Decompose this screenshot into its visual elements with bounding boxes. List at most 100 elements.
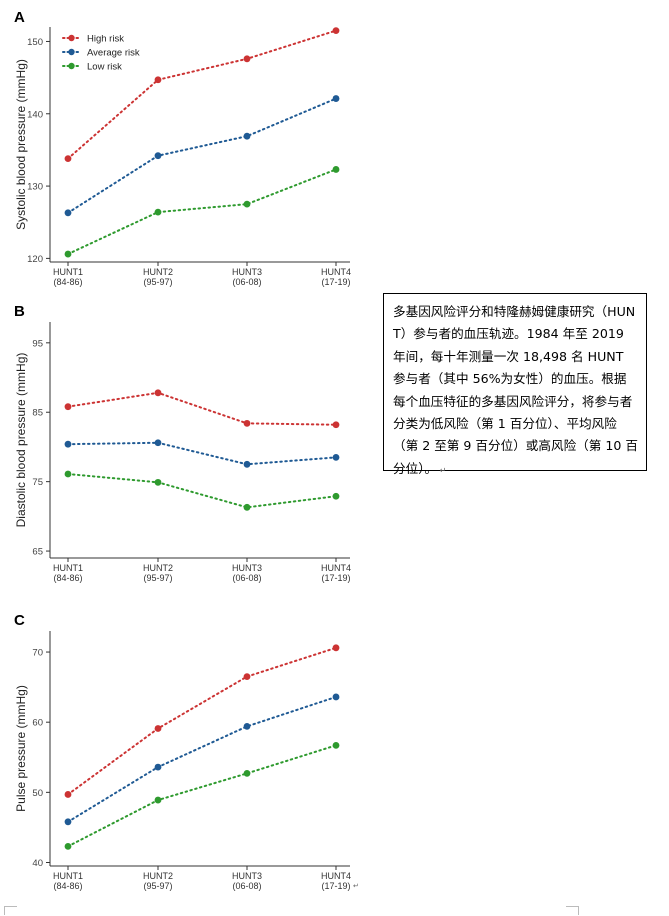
x-tick-label: (06-08) [232,573,261,583]
x-tick-label: HUNT3 [232,563,262,573]
legend-marker-average [68,48,75,56]
data-point-average [332,453,340,461]
data-point-low [64,842,72,850]
figure-caption: 多基因风险评分和特隆赫姆健康研究（HUNT）参与者的血压轨迹。1984 年至 2… [383,293,647,476]
legend-marker-low [68,62,75,70]
panel-letter: C [14,612,25,629]
data-point-low [154,796,162,804]
data-point-high [154,389,162,397]
x-tick-label: HUNT3 [232,871,262,881]
legend-label: Average risk [87,48,140,59]
y-tick-label: 60 [32,718,43,729]
legend-label: Low risk [87,62,122,73]
paragraph-mark-icon: ↵ [353,882,359,890]
data-point-average [243,460,251,468]
series-line-high [67,391,337,426]
series-line-low [67,168,337,256]
data-point-low [243,503,251,511]
legend-marker-high [68,34,75,42]
data-point-high [243,419,251,427]
y-tick-label: 40 [32,858,43,869]
x-tick-label: HUNT1 [53,563,83,573]
x-tick-label: (95-97) [143,881,172,891]
series-line-average [67,97,337,214]
y-tick-label: 85 [32,408,43,419]
crop-mark-icon [4,906,17,915]
y-tick-label: 65 [32,547,43,558]
y-tick-label: 120 [27,254,43,265]
x-tick-label: (84-86) [53,573,82,583]
series-line-high [67,29,337,160]
panel-letter: A [14,9,25,26]
data-point-average [64,209,72,217]
data-point-average [154,152,162,160]
x-tick-label: (17-19) [321,573,350,583]
y-tick-label: 50 [32,788,43,799]
x-tick-label: HUNT4 [321,871,351,881]
data-point-average [243,723,251,730]
y-tick-label: 130 [27,182,43,193]
data-point-average [154,439,162,447]
panel-letter: B [14,303,25,320]
x-tick-label: (06-08) [232,881,261,891]
data-point-high [64,791,72,798]
y-tick-label: 150 [27,37,43,48]
data-point-high [154,76,162,84]
series-line-low [67,744,337,848]
data-point-high [332,421,340,429]
x-tick-label: HUNT4 [321,267,351,277]
crop-mark-icon [566,906,579,915]
paragraph-mark-icon: ↵ [437,465,447,475]
x-tick-label: HUNT4 [321,563,351,573]
data-point-low [243,770,251,777]
data-point-low [154,208,162,216]
data-point-average [64,818,72,826]
data-point-high [64,403,72,411]
series-line-high [67,646,337,796]
data-point-average [154,763,162,771]
legend-label: High risk [87,34,124,45]
data-point-average [332,693,340,701]
x-tick-label: (17-19) [321,881,350,891]
data-point-high [154,725,162,732]
data-point-average [332,95,340,102]
data-point-low [332,741,340,749]
data-point-low [243,200,251,208]
data-point-low [154,478,162,486]
data-point-low [332,492,340,500]
series-line-low [67,473,337,509]
y-tick-label: 95 [32,338,43,349]
x-tick-label: (84-86) [53,881,82,891]
y-axis-label: Diastolic blood pressure (mmHg) [14,353,28,528]
data-point-high [332,644,340,652]
y-axis-label: Pulse pressure (mmHg) [14,685,28,812]
x-tick-label: HUNT2 [143,267,173,277]
data-point-high [332,27,340,35]
x-tick-label: HUNT2 [143,563,173,573]
y-axis-label: Systolic blood pressure (mmHg) [14,59,28,230]
data-point-average [64,440,72,448]
caption-text: 多基因风险评分和特隆赫姆健康研究（HUNT）参与者的血压轨迹。1984 年至 2… [393,304,638,476]
data-point-low [332,166,340,173]
data-point-high [243,673,251,680]
series-line-average [67,695,337,823]
x-tick-label: (06-08) [232,277,261,287]
y-tick-label: 70 [32,648,43,659]
y-tick-label: 140 [27,109,43,120]
x-tick-label: (84-86) [53,277,82,287]
data-point-low [64,250,72,258]
x-tick-label: HUNT1 [53,871,83,881]
x-tick-label: (95-97) [143,277,172,287]
x-tick-label: HUNT2 [143,871,173,881]
series-line-average [67,441,337,466]
x-tick-label: HUNT3 [232,267,262,277]
data-point-low [64,470,72,478]
x-tick-label: (17-19) [321,277,350,287]
data-point-average [243,132,251,140]
data-point-high [243,55,251,63]
x-tick-label: HUNT1 [53,267,83,277]
y-tick-label: 75 [32,477,43,488]
data-point-high [64,155,72,163]
x-tick-label: (95-97) [143,573,172,583]
